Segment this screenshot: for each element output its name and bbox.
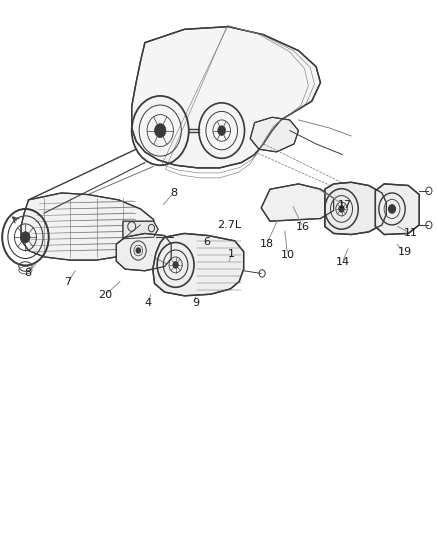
Circle shape bbox=[154, 124, 166, 138]
Polygon shape bbox=[374, 184, 418, 235]
Text: 20: 20 bbox=[98, 290, 112, 300]
Circle shape bbox=[217, 126, 225, 135]
Text: 2.7L: 2.7L bbox=[217, 220, 240, 230]
Circle shape bbox=[388, 205, 395, 213]
Text: 9: 9 bbox=[191, 298, 198, 308]
Text: 4: 4 bbox=[145, 298, 152, 308]
Text: 16: 16 bbox=[295, 222, 309, 232]
Text: 8: 8 bbox=[24, 269, 31, 278]
Circle shape bbox=[338, 206, 343, 212]
Text: 10: 10 bbox=[280, 250, 294, 260]
Text: 11: 11 bbox=[403, 229, 417, 238]
Circle shape bbox=[173, 262, 178, 268]
Text: 18: 18 bbox=[259, 239, 273, 248]
Polygon shape bbox=[152, 233, 243, 296]
Polygon shape bbox=[21, 193, 153, 260]
Text: 17: 17 bbox=[337, 200, 351, 210]
Text: 6: 6 bbox=[202, 237, 209, 247]
Polygon shape bbox=[261, 184, 333, 221]
Text: 14: 14 bbox=[335, 257, 349, 267]
Polygon shape bbox=[324, 182, 385, 235]
Polygon shape bbox=[116, 233, 171, 271]
Text: 7: 7 bbox=[64, 278, 71, 287]
Polygon shape bbox=[131, 27, 320, 168]
Text: 19: 19 bbox=[397, 247, 411, 257]
Polygon shape bbox=[250, 117, 298, 152]
Polygon shape bbox=[123, 221, 158, 239]
Text: 1: 1 bbox=[227, 249, 234, 259]
Circle shape bbox=[136, 248, 140, 253]
Circle shape bbox=[21, 232, 30, 243]
Text: 8: 8 bbox=[170, 188, 177, 198]
